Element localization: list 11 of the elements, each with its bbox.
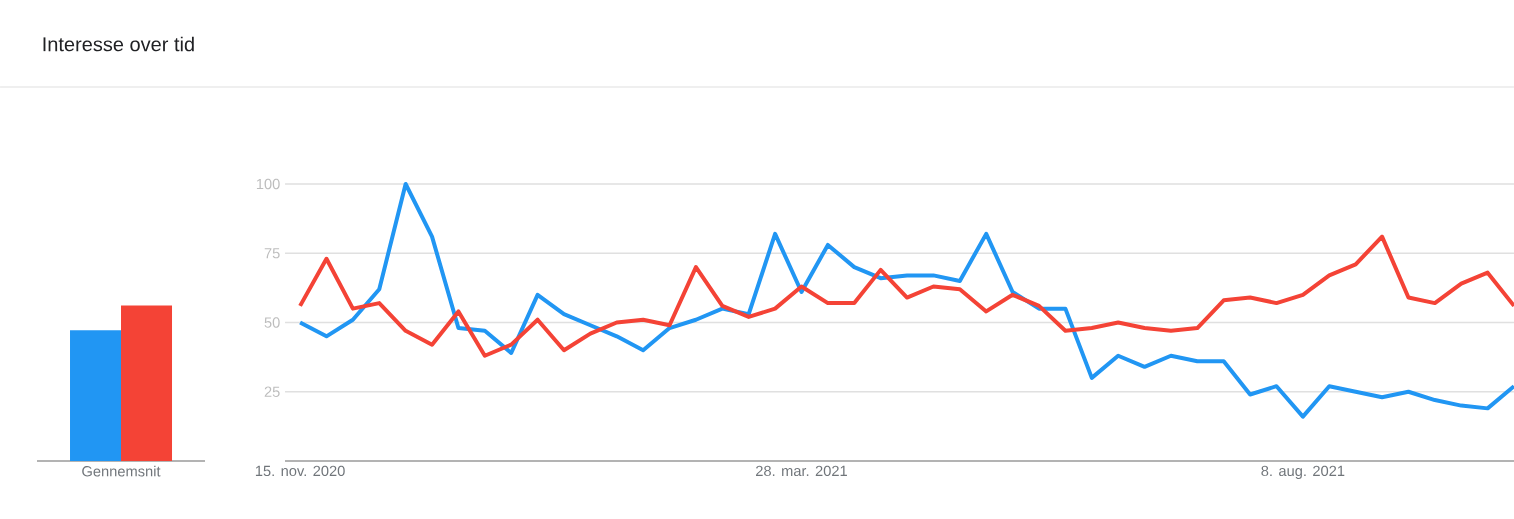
y-tick-label: 100 xyxy=(256,178,280,190)
x-tick-label: 28. mar. 2021 xyxy=(756,465,847,477)
y-tick-label: 75 xyxy=(264,248,280,259)
x-tick-label: 8. aug. 2021 xyxy=(1261,465,1345,479)
chart-title: Interesse over tid xyxy=(43,36,194,52)
y-tick-label: 50 xyxy=(264,317,280,328)
y-tick-label: 25 xyxy=(264,386,280,397)
line-series xyxy=(298,234,1514,358)
line-series xyxy=(298,182,1514,419)
x-tick-label: 15. nov. 2020 xyxy=(255,465,345,477)
x-tick-label: Gennemsnit xyxy=(82,465,161,477)
